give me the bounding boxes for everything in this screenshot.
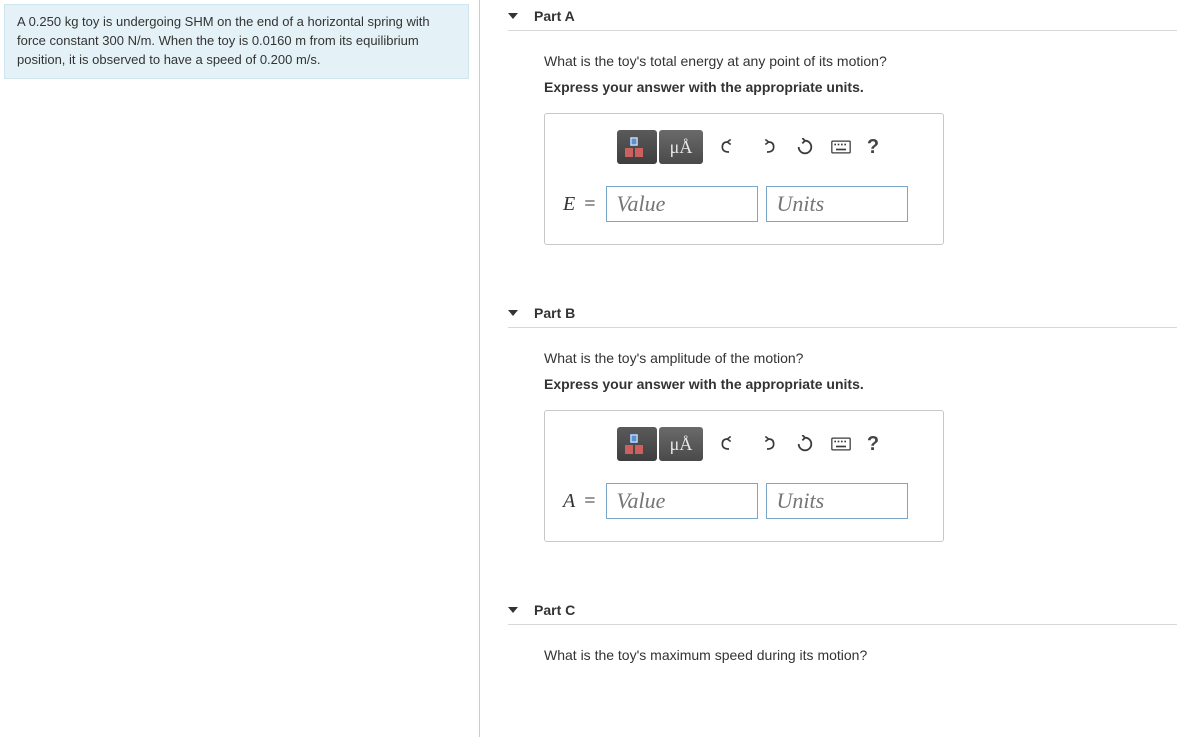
value-input[interactable]	[606, 186, 758, 222]
part-a-body: What is the toy's total energy at any po…	[508, 53, 1177, 245]
problem-statement: A 0.250 kg toy is undergoing SHM on the …	[4, 4, 469, 79]
keyboard-icon	[831, 435, 851, 453]
reset-icon	[795, 435, 815, 453]
redo-icon	[757, 435, 777, 453]
answer-row: E =	[563, 186, 925, 222]
templates-icon	[624, 136, 650, 158]
undo-icon	[719, 435, 739, 453]
help-button[interactable]: ?	[861, 130, 885, 164]
variable-label: E =	[563, 193, 596, 216]
part-c-question: What is the toy's maximum speed during i…	[544, 647, 1177, 663]
keyboard-icon	[831, 138, 851, 156]
part-a-title: Part A	[534, 8, 575, 24]
redo-button[interactable]	[751, 130, 783, 164]
keyboard-button[interactable]	[827, 130, 855, 164]
part-b-header[interactable]: Part B	[508, 303, 1177, 328]
help-button[interactable]: ?	[861, 427, 885, 461]
part-b-answer-box: μÅ	[544, 410, 944, 542]
toolbar: μÅ	[563, 427, 925, 461]
collapse-caret-icon	[508, 607, 518, 613]
part-b-instruction: Express your answer with the appropriate…	[544, 376, 1177, 392]
reset-icon	[795, 138, 815, 156]
templates-button[interactable]	[617, 427, 657, 461]
units-button[interactable]: μÅ	[659, 427, 703, 461]
reset-button[interactable]	[789, 427, 821, 461]
redo-button[interactable]	[751, 427, 783, 461]
part-c-title: Part C	[534, 602, 575, 618]
part-a-header[interactable]: Part A	[508, 6, 1177, 31]
part-a-instruction: Express your answer with the appropriate…	[544, 79, 1177, 95]
units-button[interactable]: μÅ	[659, 130, 703, 164]
part-b-question: What is the toy's amplitude of the motio…	[544, 350, 1177, 366]
templates-icon	[624, 433, 650, 455]
part-b: Part B What is the toy's amplitude of th…	[508, 303, 1177, 542]
value-input[interactable]	[606, 483, 758, 519]
answer-row: A =	[563, 483, 925, 519]
undo-icon	[719, 138, 739, 156]
part-c-header[interactable]: Part C	[508, 600, 1177, 625]
part-b-title: Part B	[534, 305, 575, 321]
undo-button[interactable]	[713, 427, 745, 461]
part-b-body: What is the toy's amplitude of the motio…	[508, 350, 1177, 542]
collapse-caret-icon	[508, 310, 518, 316]
redo-icon	[757, 138, 777, 156]
units-input[interactable]	[766, 483, 908, 519]
toolbar: μÅ	[563, 130, 925, 164]
undo-button[interactable]	[713, 130, 745, 164]
answer-panel: Part A What is the toy's total energy at…	[480, 0, 1177, 737]
part-a-answer-box: μÅ	[544, 113, 944, 245]
part-a-question: What is the toy's total energy at any po…	[544, 53, 1177, 69]
part-c: Part C What is the toy's maximum speed d…	[508, 600, 1177, 663]
templates-button[interactable]	[617, 130, 657, 164]
problem-panel: A 0.250 kg toy is undergoing SHM on the …	[0, 0, 480, 737]
units-input[interactable]	[766, 186, 908, 222]
part-a: Part A What is the toy's total energy at…	[508, 6, 1177, 245]
collapse-caret-icon	[508, 13, 518, 19]
keyboard-button[interactable]	[827, 427, 855, 461]
reset-button[interactable]	[789, 130, 821, 164]
variable-label: A =	[563, 490, 596, 513]
part-c-body: What is the toy's maximum speed during i…	[508, 647, 1177, 663]
